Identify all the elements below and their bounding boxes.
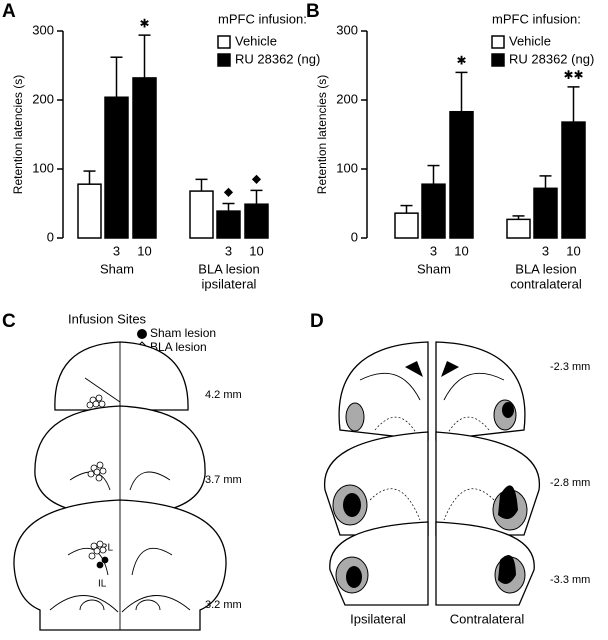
legend-swatch [491, 53, 505, 67]
y-tick-label: 0 [47, 229, 54, 244]
lesion [343, 493, 361, 517]
bar [449, 110, 474, 239]
lesion [345, 402, 365, 432]
level-label: 4.2 mm [205, 389, 242, 401]
x-tick-label: 10 [249, 243, 263, 258]
y-tick-label: 0 [351, 229, 358, 244]
significance-marker: ✱ [139, 16, 149, 30]
section [329, 521, 535, 606]
significance-marker: ◆ [224, 185, 234, 199]
legend-swatch [217, 53, 231, 67]
lesion [502, 402, 514, 418]
lesion [498, 555, 516, 584]
bar [216, 210, 241, 239]
panel-title: Infusion Sites [68, 311, 147, 326]
region-label: IL [98, 579, 107, 590]
x-tick-label: 3 [113, 243, 120, 258]
level-label: -3.3 mm [550, 574, 590, 586]
significance-marker: ✱✱ [563, 68, 583, 82]
significance-marker: ◆ [252, 172, 262, 186]
group-label: contralateral [510, 276, 582, 291]
level-label: 3.7 mm [205, 474, 242, 486]
bar [132, 77, 157, 239]
bar [77, 183, 102, 239]
x-tick-label: 3 [225, 243, 232, 258]
legend-label: Sham lesion [150, 326, 216, 340]
x-tick-label: 3 [430, 243, 437, 258]
legend-symbol [137, 329, 147, 339]
y-tick-label: 300 [336, 22, 358, 37]
bar [533, 187, 558, 239]
outline [79, 599, 161, 611]
level-label: -2.3 mm [550, 361, 590, 373]
y-tick-label: 200 [336, 91, 358, 106]
panel-label: B [306, 1, 320, 22]
x-tick-label: 3 [542, 243, 549, 258]
legend-label: RU 28362 (ng) [509, 51, 594, 66]
significance-marker: ✱ [456, 54, 466, 68]
panel-d: D -2.3 mm -2.8 mm -3.3 mm Ipsilateral Co… [310, 311, 590, 626]
bar [189, 190, 214, 239]
group-label: BLA lesion [515, 261, 576, 276]
infusion-sites [86, 394, 109, 569]
side-label: Contralateral [450, 611, 525, 626]
bar [244, 203, 269, 239]
panel-label: C [2, 311, 16, 332]
level-label: 3.2 mm [205, 599, 242, 611]
y-tick-label: 100 [32, 160, 54, 175]
legend-title: mPFC infusion: [492, 11, 581, 26]
legend-swatch [491, 35, 505, 49]
outline [84, 377, 121, 403]
legend-label: Vehicle [509, 33, 551, 48]
y-tick-label: 100 [336, 160, 358, 175]
section [323, 431, 541, 536]
group-label: Sham [417, 261, 451, 276]
panel-c: C Infusion Sites Sham lesion BLA lesion … [2, 311, 242, 631]
panel-label: D [310, 311, 324, 332]
y-tick-label: 300 [32, 22, 54, 37]
legend-label: Vehicle [235, 33, 277, 48]
bar [104, 96, 129, 239]
legend-label: BLA lesion [150, 340, 207, 354]
legend-title: mPFC infusion: [218, 11, 307, 26]
section [338, 341, 526, 441]
lesion [346, 566, 362, 588]
bar [506, 218, 531, 239]
group-label: Sham [100, 261, 134, 276]
legend-swatch [217, 35, 231, 49]
panel-label: A [2, 1, 16, 22]
y-axis-label: Retention latencies (s) [11, 75, 25, 194]
bar [394, 212, 419, 239]
x-tick-label: 10 [137, 243, 151, 258]
bar [561, 121, 586, 239]
level-label: -2.8 mm [550, 477, 590, 489]
x-tick-label: 10 [566, 243, 580, 258]
y-tick-label: 200 [32, 91, 54, 106]
bar [421, 183, 446, 239]
y-axis-label: Retention latencies (s) [315, 75, 329, 194]
side-label: Ipsilateral [350, 611, 406, 626]
legend-label: RU 28362 (ng) [235, 51, 320, 66]
x-tick-label: 10 [454, 243, 468, 258]
group-label: ipsilateral [202, 276, 257, 291]
lesion [498, 485, 518, 519]
outline [359, 372, 505, 401]
ventricle [405, 361, 459, 377]
group-label: BLA lesion [198, 261, 259, 276]
